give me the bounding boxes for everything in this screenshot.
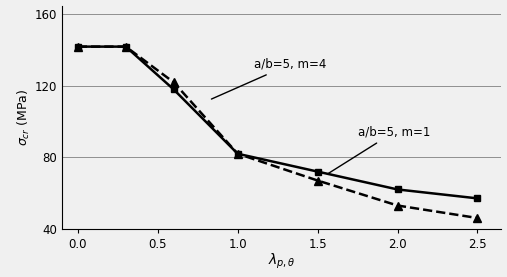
Text: a/b=5, m=4: a/b=5, m=4	[211, 58, 326, 99]
X-axis label: $\lambda_{p,\theta}$: $\lambda_{p,\theta}$	[268, 252, 296, 271]
Y-axis label: $\sigma_{cr}$ (MPa): $\sigma_{cr}$ (MPa)	[16, 88, 32, 146]
Text: a/b=5, m=1: a/b=5, m=1	[328, 126, 430, 174]
